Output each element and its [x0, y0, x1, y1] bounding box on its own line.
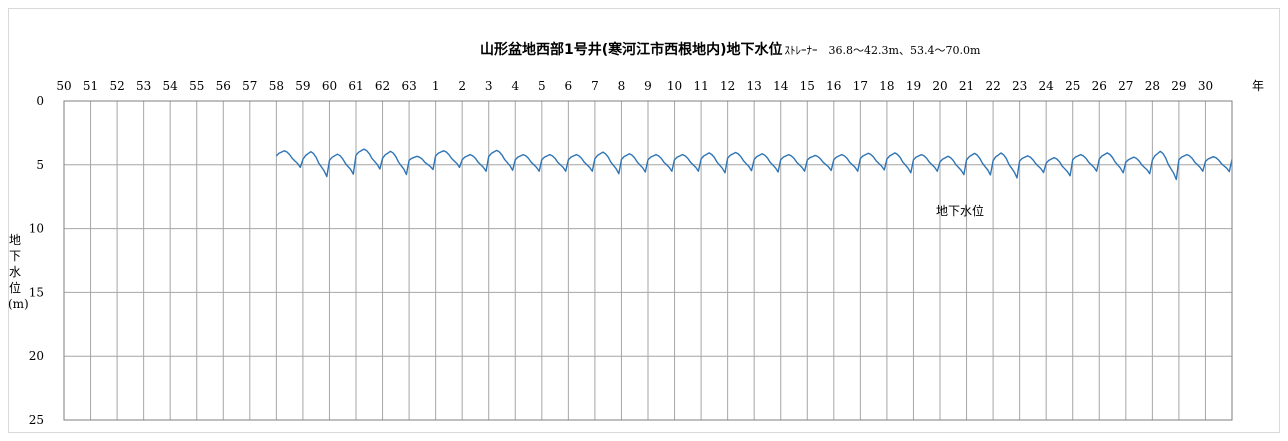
- year-tick-labels: 50 51 52 53 54 55 56 57 58 59 60 61 62 63 1 2 3 4 5 6 7 8 9 10 1…: [56, 79, 1264, 93]
- y-tick-label: 20: [29, 349, 44, 363]
- plot-border: [63, 100, 1233, 421]
- x-unit-label: 年: [1252, 79, 1264, 93]
- series-label-groundwater: 地下水位: [936, 204, 985, 218]
- year-tick-label: 56: [216, 79, 231, 93]
- year-tick-label: 8: [618, 79, 626, 93]
- year-tick-label: 4: [511, 79, 519, 93]
- year-tick-label: 25: [1065, 79, 1080, 93]
- chart-title-row: 山形盆地西部1号井(寒河江市西根地内)地下水位 ｽﾄﾚｰﾅｰ 36.8～42.3…: [480, 39, 980, 59]
- year-tick-label: 51: [83, 79, 98, 93]
- year-tick-label: 17: [853, 79, 868, 93]
- year-tick-label: 6: [565, 79, 573, 93]
- grid-lines: [64, 101, 1232, 420]
- y-tick-label: 0: [36, 94, 44, 108]
- year-tick-label: 19: [906, 79, 921, 93]
- year-tick-label: 28: [1145, 79, 1160, 93]
- y-tick-label: 10: [29, 222, 44, 236]
- year-tick-label: 14: [773, 79, 789, 93]
- y-tick-label: 5: [36, 158, 44, 172]
- chart-frame: [8, 8, 1280, 433]
- year-tick-label: 24: [1039, 79, 1055, 93]
- year-tick-label: 3: [485, 79, 493, 93]
- y-tick-label: 15: [29, 285, 44, 299]
- year-tick-label: 18: [879, 79, 894, 93]
- series-line-0: [275, 148, 1233, 181]
- year-tick-label: 29: [1171, 79, 1186, 93]
- year-tick-label: 11: [693, 79, 708, 93]
- year-tick-label: 5: [538, 79, 546, 93]
- year-tick-label: 21: [959, 79, 974, 93]
- year-tick-label: 60: [322, 79, 337, 93]
- year-tick-label: 9: [644, 79, 652, 93]
- year-tick-label: 10: [667, 79, 682, 93]
- y-tick-labels: 0 5 10 15 20 25: [29, 94, 44, 427]
- year-tick-label: 20: [932, 79, 947, 93]
- chart-title: 山形盆地西部1号井(寒河江市西根地内)地下水位: [480, 42, 783, 58]
- year-tick-label: 23: [1012, 79, 1027, 93]
- year-tick-label: 63: [401, 79, 416, 93]
- year-tick-label: 61: [348, 79, 363, 93]
- year-tick-label: 50: [56, 79, 71, 93]
- year-tick-label: 13: [747, 79, 762, 93]
- year-tick-label: 27: [1118, 79, 1133, 93]
- year-tick-label: 12: [720, 79, 735, 93]
- year-tick-label: 62: [375, 79, 390, 93]
- year-tick-label: 26: [1092, 79, 1107, 93]
- year-tick-label: 15: [800, 79, 815, 93]
- year-tick-label: 16: [826, 79, 841, 93]
- year-tick-label: 1: [432, 79, 440, 93]
- year-tick-label: 52: [109, 79, 124, 93]
- year-tick-label: 30: [1198, 79, 1213, 93]
- series-layer: [275, 148, 1233, 181]
- year-tick-label: 57: [242, 79, 257, 93]
- year-tick-label: 59: [295, 79, 310, 93]
- year-tick-label: 58: [269, 79, 284, 93]
- year-tick-label: 55: [189, 79, 204, 93]
- year-tick-label: 53: [136, 79, 151, 93]
- y-axis-label: 地下水位(m): [8, 233, 29, 311]
- year-tick-label: 2: [458, 79, 466, 93]
- year-tick-label: 22: [985, 79, 1000, 93]
- y-tick-label: 25: [29, 413, 44, 427]
- year-tick-label: 54: [163, 79, 179, 93]
- chart-subtitle: ｽﾄﾚｰﾅｰ 36.8～42.3m、53.4～70.0m: [784, 44, 981, 57]
- year-tick-label: 7: [591, 79, 599, 93]
